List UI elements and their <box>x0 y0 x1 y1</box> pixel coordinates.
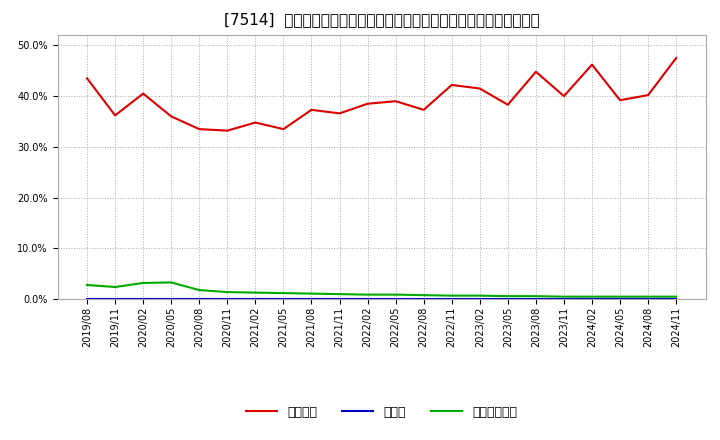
Line: 繰延税金資産: 繰延税金資産 <box>87 282 676 297</box>
繰延税金資産 <box>195 287 204 293</box>
のれん <box>111 297 120 302</box>
のれん <box>475 297 484 302</box>
自己資本 <box>391 99 400 104</box>
自己資本 <box>475 86 484 91</box>
繰延税金資産 <box>559 294 568 299</box>
のれん <box>83 297 91 302</box>
のれん <box>223 297 232 302</box>
自己資本 <box>336 111 344 116</box>
自己資本 <box>616 98 624 103</box>
自己資本 <box>588 62 596 67</box>
繰延税金資産 <box>503 293 512 299</box>
繰延税金資産 <box>531 293 540 299</box>
のれん <box>391 297 400 302</box>
繰延税金資産 <box>167 280 176 285</box>
繰延税金資産 <box>307 291 316 296</box>
のれん <box>559 297 568 302</box>
自己資本 <box>503 102 512 107</box>
のれん <box>364 297 372 302</box>
のれん <box>588 297 596 302</box>
繰延税金資産 <box>419 293 428 298</box>
繰延税金資産 <box>251 290 260 295</box>
のれん <box>251 297 260 302</box>
のれん <box>419 297 428 302</box>
繰延税金資産 <box>111 284 120 290</box>
繰延税金資産 <box>644 294 652 299</box>
自己資本 <box>672 55 680 61</box>
繰延税金資産 <box>616 294 624 299</box>
繰延税金資産 <box>672 294 680 299</box>
自己資本 <box>644 92 652 98</box>
のれん <box>279 297 288 302</box>
自己資本 <box>279 126 288 132</box>
自己資本 <box>167 114 176 119</box>
繰延税金資産 <box>588 294 596 299</box>
自己資本 <box>419 107 428 113</box>
繰延税金資産 <box>447 293 456 298</box>
のれん <box>447 297 456 302</box>
のれん <box>616 297 624 302</box>
自己資本 <box>83 76 91 81</box>
自己資本 <box>447 82 456 88</box>
自己資本 <box>139 91 148 96</box>
繰延税金資産 <box>391 292 400 297</box>
繰延税金資産 <box>475 293 484 298</box>
自己資本 <box>307 107 316 113</box>
繰延税金資産 <box>83 282 91 288</box>
のれん <box>644 297 652 302</box>
のれん <box>167 297 176 302</box>
繰延税金資産 <box>364 292 372 297</box>
のれん <box>139 297 148 302</box>
のれん <box>307 297 316 302</box>
自己資本 <box>111 113 120 118</box>
のれん <box>672 297 680 302</box>
のれん <box>503 297 512 302</box>
Legend: 自己資本, のれん, 繰延税金資産: 自己資本, のれん, 繰延税金資産 <box>246 406 517 419</box>
自己資本 <box>559 93 568 99</box>
自己資本 <box>531 69 540 74</box>
のれん <box>531 297 540 302</box>
繰延税金資産 <box>336 291 344 297</box>
繰延税金資産 <box>279 290 288 296</box>
繰延税金資産 <box>139 280 148 286</box>
自己資本 <box>195 126 204 132</box>
Title: [7514]  自己資本、のれん、繰延税金資産の総資産に対する比率の推移: [7514] 自己資本、のれん、繰延税金資産の総資産に対する比率の推移 <box>224 12 539 27</box>
Line: 自己資本: 自己資本 <box>87 58 676 131</box>
自己資本 <box>223 128 232 133</box>
自己資本 <box>364 101 372 106</box>
繰延税金資産 <box>223 290 232 295</box>
のれん <box>336 297 344 302</box>
自己資本 <box>251 120 260 125</box>
のれん <box>195 297 204 302</box>
